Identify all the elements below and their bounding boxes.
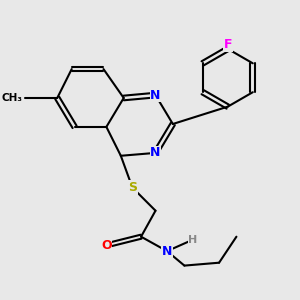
Text: N: N bbox=[150, 146, 161, 159]
Text: N: N bbox=[150, 88, 161, 102]
Text: S: S bbox=[128, 181, 137, 194]
Text: O: O bbox=[101, 239, 112, 252]
Text: N: N bbox=[162, 244, 172, 258]
Text: H: H bbox=[188, 235, 198, 244]
Text: CH₃: CH₃ bbox=[2, 93, 22, 103]
Text: F: F bbox=[224, 38, 232, 51]
